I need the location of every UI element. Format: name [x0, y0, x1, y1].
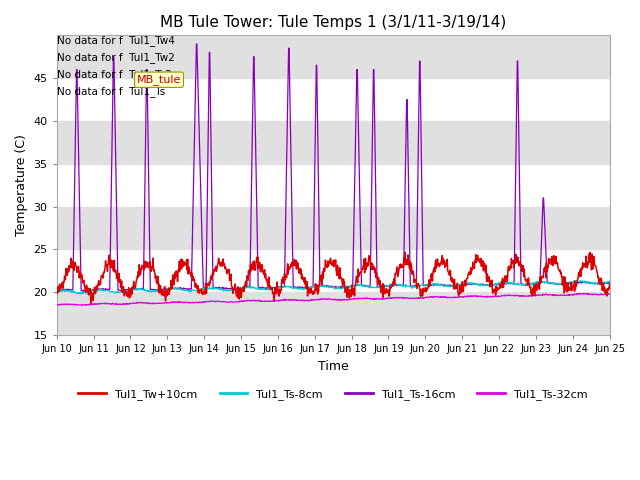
Bar [57, 36, 609, 78]
Text: No data for f  Tul1_Ts: No data for f Tul1_Ts [57, 86, 165, 97]
Bar [57, 206, 609, 249]
Text: No data for f  Tul1_Tw2: No data for f Tul1_Tw2 [57, 52, 175, 63]
X-axis label: Time: Time [317, 360, 348, 372]
Bar [57, 121, 609, 164]
Legend: Tul1_Tw+10cm, Tul1_Ts-8cm, Tul1_Ts-16cm, Tul1_Ts-32cm: Tul1_Tw+10cm, Tul1_Ts-8cm, Tul1_Ts-16cm,… [74, 384, 592, 404]
Title: MB Tule Tower: Tule Temps 1 (3/1/11-3/19/14): MB Tule Tower: Tule Temps 1 (3/1/11-3/19… [160, 15, 506, 30]
Y-axis label: Temperature (C): Temperature (C) [15, 134, 28, 236]
Text: No data for f  Tul1_Tw4: No data for f Tul1_Tw4 [57, 36, 175, 46]
Bar [57, 292, 609, 335]
Text: No data for f  Tul1_Ts2: No data for f Tul1_Ts2 [57, 70, 172, 80]
Text: MB_tule: MB_tule [137, 74, 181, 85]
